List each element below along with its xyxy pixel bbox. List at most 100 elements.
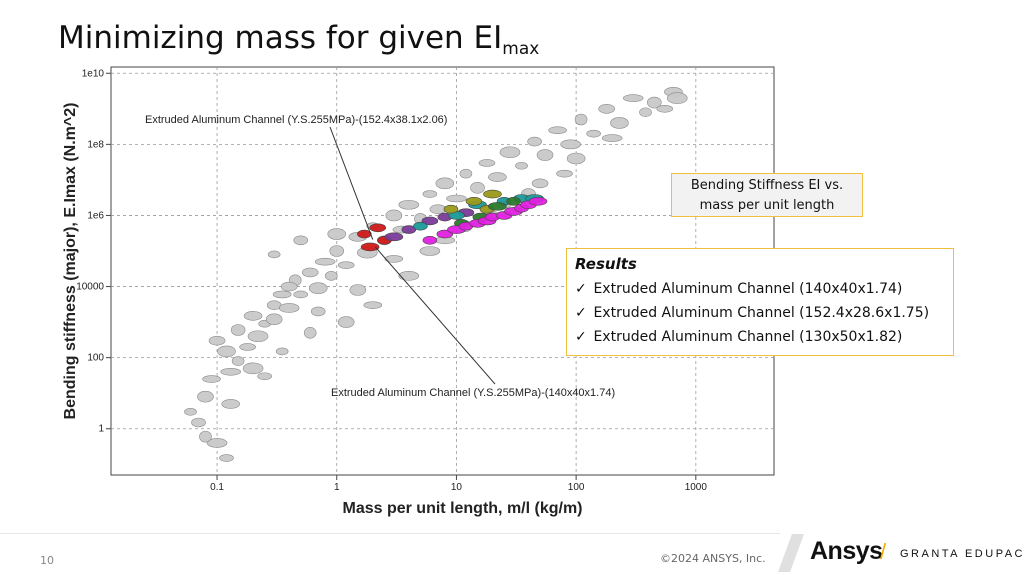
data-point (363, 301, 383, 309)
data-point (243, 311, 263, 321)
data-point (398, 271, 420, 281)
y-tick-label: 1e10 (82, 68, 105, 79)
data-point (206, 438, 228, 448)
data-point (639, 107, 652, 118)
data-point (202, 375, 221, 383)
data-point (421, 216, 439, 226)
data-series (357, 223, 392, 252)
copyright-text: ©2024 ANSYS, Inc. (660, 552, 766, 565)
data-point (239, 343, 256, 351)
data-point (327, 228, 347, 240)
slide-title-subscript: max (502, 39, 540, 59)
data-point (488, 172, 507, 182)
data-point (574, 113, 588, 126)
annotation-leader-line (329, 126, 374, 240)
annotation-leader-line (374, 246, 496, 385)
y-tick-label: 10000 (76, 282, 104, 293)
data-point (506, 197, 521, 206)
ansys-logo: Ansys / GRANTA EDUPACK (770, 528, 1024, 575)
data-point (310, 306, 326, 317)
data-point (422, 236, 438, 245)
data-point (337, 316, 355, 328)
data-point (470, 181, 485, 194)
data-point (231, 356, 245, 366)
annotation-label: Extruded Aluminum Channel (Y.S.255MPa)-(… (145, 114, 447, 126)
data-point (221, 399, 240, 409)
data-point (220, 367, 241, 376)
y-axis-title: Bending stiffness (major), E.Imax (N.m^2… (62, 103, 79, 420)
x-axis-title: Mass per unit length, m/l (kg/m) (342, 500, 582, 517)
data-point (598, 104, 615, 114)
data-point (369, 223, 387, 233)
data-point (413, 221, 428, 231)
data-point (527, 136, 542, 147)
data-point (349, 284, 367, 296)
data-point (459, 168, 473, 179)
x-tick-label: 1000 (685, 482, 708, 493)
results-title: Results (575, 255, 637, 273)
data-point (357, 229, 372, 239)
logo-separator: / (880, 539, 887, 564)
data-point (586, 129, 601, 138)
data-point (324, 271, 338, 281)
data-point (536, 149, 554, 161)
y-tick-label: 1e8 (87, 139, 104, 150)
checkmark-icon: ✓ (575, 329, 587, 345)
data-point (199, 430, 212, 443)
data-point (429, 204, 447, 214)
data-point (197, 390, 214, 403)
data-point (560, 139, 581, 150)
results-item: ✓ Extruded Aluminum Channel (140x40x1.74… (575, 277, 945, 301)
data-point (301, 267, 319, 278)
data-point (208, 335, 226, 346)
data-point (647, 96, 662, 109)
data-point (337, 261, 355, 269)
data-point (308, 282, 328, 294)
results-callout: Results ✓ Extruded Aluminum Channel (140… (566, 248, 954, 356)
x-tick-label: 1 (334, 482, 340, 493)
bending-callout-line1: Bending Stiffness EI vs. (690, 178, 844, 193)
data-point (257, 372, 272, 381)
data-point (656, 105, 674, 113)
data-point (622, 94, 644, 102)
data-point (191, 417, 206, 428)
y-tick-label: 1e6 (87, 210, 104, 221)
footer-divider (0, 533, 780, 534)
data-point (247, 330, 269, 343)
x-tick-label: 100 (568, 482, 585, 493)
data-point (184, 407, 197, 416)
data-point (385, 209, 403, 222)
data-point (275, 347, 289, 356)
results-item: ✓ Extruded Aluminum Channel (130x50x1.82… (575, 325, 945, 349)
data-point (242, 362, 264, 375)
data-point (280, 281, 298, 292)
data-point (278, 303, 300, 313)
results-item-label: Extruded Aluminum Channel (130x50x1.82) (593, 329, 903, 345)
data-point (465, 197, 483, 206)
data-point (384, 255, 404, 263)
results-item-label: Extruded Aluminum Channel (152.4x28.6x1.… (593, 305, 930, 321)
data-point (422, 190, 438, 198)
data-point (528, 197, 548, 206)
data-point (265, 313, 283, 326)
data-point (666, 92, 688, 104)
data-point (329, 245, 345, 257)
data-point (384, 232, 404, 242)
y-tick-label: 1 (98, 424, 104, 435)
bending-callout-line2: mass per unit length (699, 198, 835, 213)
data-point (566, 152, 586, 165)
data-point (360, 242, 380, 252)
data-point (556, 169, 573, 178)
data-point (515, 161, 528, 170)
data-point (314, 257, 336, 266)
annotation-label: Extruded Aluminum Channel (Y.S.255MPa)-(… (331, 387, 615, 399)
data-point (548, 126, 567, 135)
data-series (422, 197, 548, 245)
data-point (531, 178, 549, 189)
data-point (219, 454, 234, 462)
x-tick-label: 0.1 (210, 482, 224, 493)
data-point (488, 202, 507, 211)
data-point (478, 159, 496, 167)
data-point (267, 250, 281, 259)
data-point (293, 235, 309, 246)
